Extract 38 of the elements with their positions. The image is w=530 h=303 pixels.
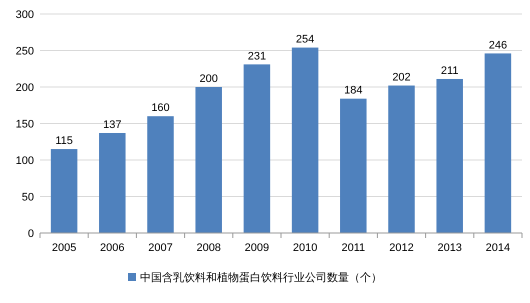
bar (50, 149, 78, 233)
bar (292, 48, 318, 233)
x-tick-label: 2009 (244, 242, 270, 254)
x-tick-label: 2008 (196, 242, 221, 254)
data-label: 184 (344, 84, 362, 97)
bar (99, 132, 126, 233)
data-label: 246 (488, 39, 508, 52)
data-label: 211 (440, 64, 458, 77)
y-tick-label: 200 (16, 82, 34, 94)
y-tick-label: 100 (16, 155, 34, 167)
data-label: 200 (200, 73, 218, 85)
x-tick-label: 2006 (100, 242, 125, 254)
x-tick-label: 2010 (292, 242, 318, 254)
data-label: 137 (103, 118, 122, 131)
bar (244, 64, 270, 233)
y-tick-label: 250 (16, 46, 34, 58)
bar (388, 86, 415, 233)
y-tick-label: 300 (16, 9, 34, 21)
data-label: 115 (55, 135, 73, 148)
x-tick-label: 2007 (148, 242, 173, 254)
x-tick-label: 2012 (389, 242, 414, 254)
x-tick-label: 2013 (437, 242, 462, 254)
data-label: 254 (296, 34, 314, 46)
y-tick-label: 150 (16, 118, 34, 130)
data-label: 231 (248, 50, 266, 62)
bar (147, 116, 174, 233)
y-tick-label: 50 (22, 192, 34, 204)
x-tick-label: 2014 (486, 242, 510, 254)
x-tick-label: 2005 (52, 242, 76, 254)
legend-label: 中国含乳饮料和植物蛋白饮料行业公司数量（个） (140, 271, 382, 284)
bar (484, 53, 512, 233)
data-label: 202 (392, 72, 411, 84)
data-label: 160 (151, 102, 170, 114)
y-tick-label: 0 (28, 228, 34, 240)
bar (436, 78, 463, 233)
bar (340, 98, 367, 233)
bar (195, 87, 222, 233)
x-tick-label: 2011 (341, 242, 366, 254)
